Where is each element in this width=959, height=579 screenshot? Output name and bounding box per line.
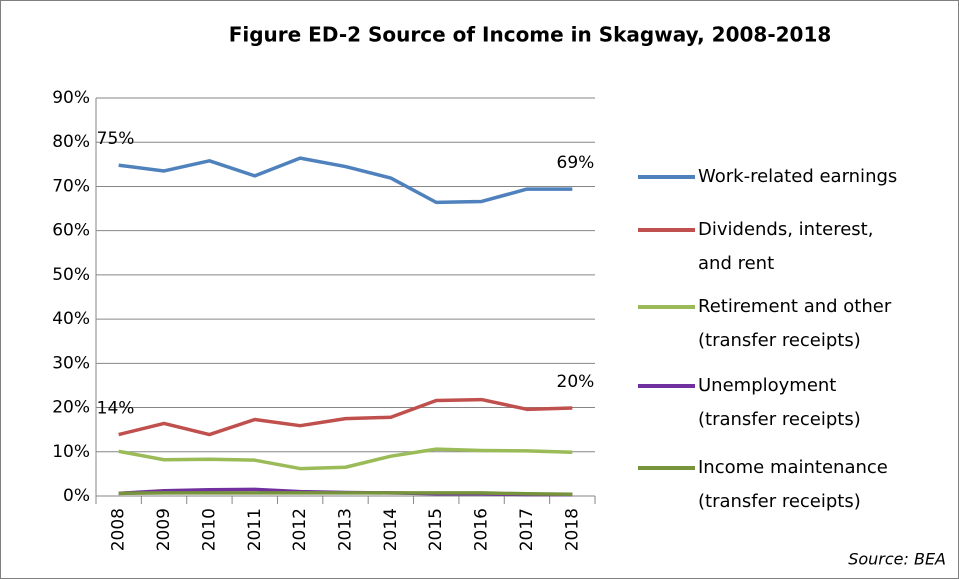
y-tick-label: 40% bbox=[52, 309, 90, 329]
y-tick-label: 90% bbox=[52, 88, 90, 108]
data-label: 14% bbox=[97, 399, 135, 419]
x-tick-label: 2015 bbox=[426, 508, 446, 551]
x-tick-label: 2011 bbox=[245, 508, 265, 551]
x-tick-label: 2008 bbox=[109, 508, 129, 551]
y-tick-label: 20% bbox=[52, 398, 90, 418]
y-tick-label: 10% bbox=[52, 442, 90, 462]
legend-label: Unemployment (transfer receipts) bbox=[698, 375, 861, 430]
series-line bbox=[118, 156, 573, 205]
y-tick-label: 0% bbox=[63, 486, 90, 506]
data-label: 75% bbox=[97, 129, 135, 149]
x-tick-label: 2010 bbox=[199, 508, 219, 551]
y-tick-label: 30% bbox=[52, 353, 90, 373]
y-tick-label: 60% bbox=[52, 221, 90, 241]
x-tick-label: 2018 bbox=[562, 508, 582, 551]
x-tick-label: 2016 bbox=[472, 508, 492, 551]
series-line bbox=[118, 397, 573, 437]
legend-label: Income maintenance (transfer receipts) bbox=[698, 457, 888, 512]
data-label: 20% bbox=[557, 372, 595, 392]
series-line bbox=[118, 447, 573, 471]
legend-label: Work-related earnings bbox=[698, 166, 898, 187]
chart-title: Figure ED-2 Source of Income in Skagway,… bbox=[229, 23, 832, 47]
x-tick-label: 2014 bbox=[381, 508, 401, 551]
x-tick-label: 2017 bbox=[517, 508, 537, 551]
y-tick-label: 80% bbox=[52, 132, 90, 152]
x-tick-label: 2012 bbox=[290, 508, 310, 551]
data-label: 69% bbox=[557, 153, 595, 173]
x-tick-label: 2013 bbox=[336, 508, 356, 551]
x-tick-label: 2009 bbox=[154, 508, 174, 551]
y-tick-label: 70% bbox=[52, 176, 90, 196]
legend-label: Dividends, interest, and rent bbox=[698, 219, 874, 274]
source-note: Source: BEA bbox=[848, 550, 946, 569]
series-line bbox=[118, 491, 573, 496]
y-tick-label: 50% bbox=[52, 265, 90, 285]
legend-label: Retirement and other (transfer receipts) bbox=[698, 296, 892, 351]
